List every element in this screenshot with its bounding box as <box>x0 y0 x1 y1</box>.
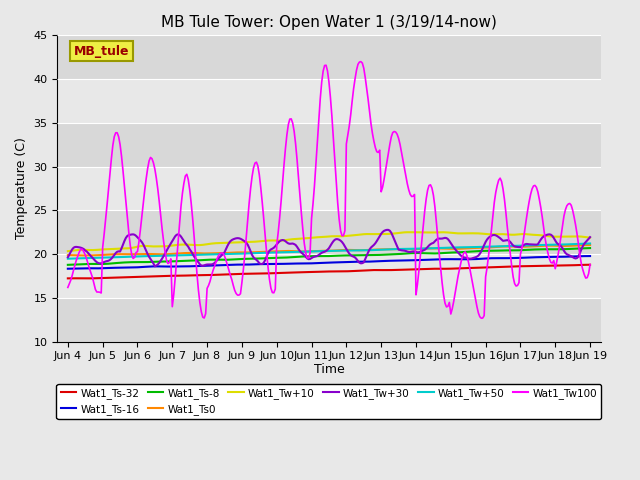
Text: MB_tule: MB_tule <box>74 45 129 58</box>
Bar <box>58 210 600 254</box>
Bar <box>58 123 600 167</box>
Bar <box>58 167 600 210</box>
Bar <box>58 36 600 79</box>
X-axis label: Time: Time <box>314 363 344 376</box>
Bar <box>58 254 600 298</box>
Title: MB Tule Tower: Open Water 1 (3/19/14-now): MB Tule Tower: Open Water 1 (3/19/14-now… <box>161 15 497 30</box>
Y-axis label: Temperature (C): Temperature (C) <box>15 138 28 240</box>
Bar <box>58 298 600 342</box>
Legend: Wat1_Ts-32, Wat1_Ts-16, Wat1_Ts-8, Wat1_Ts0, Wat1_Tw+10, Wat1_Tw+30, Wat1_Tw+50,: Wat1_Ts-32, Wat1_Ts-16, Wat1_Ts-8, Wat1_… <box>56 384 602 419</box>
Bar <box>58 79 600 123</box>
